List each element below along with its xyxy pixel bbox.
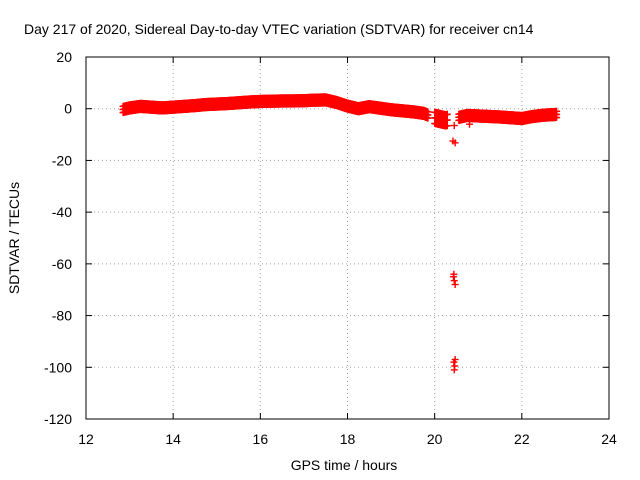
data-point — [451, 281, 459, 289]
y-tick-label: -120 — [44, 411, 72, 427]
x-axis-title: GPS time / hours — [291, 457, 398, 473]
y-axis-title: SDTVAR / TECUs — [6, 182, 22, 294]
data-points — [119, 93, 561, 374]
data-point — [450, 366, 458, 374]
chart-title: Day 217 of 2020, Sidereal Day-to-day VTE… — [24, 21, 534, 37]
data-point — [443, 122, 451, 130]
x-tick-label: 20 — [427, 431, 443, 447]
data-point — [450, 122, 458, 130]
y-tick-label: 0 — [64, 101, 72, 117]
x-tick-label: 24 — [601, 431, 617, 447]
axis-ticks: 12 14 16 18 20 22 24 20 0 -20 -40 -60 -80 -100 -120 — [44, 49, 617, 447]
y-tick-label: -80 — [52, 308, 72, 324]
x-tick-label: 12 — [78, 431, 94, 447]
x-tick-label: 16 — [253, 431, 269, 447]
y-tick-label: -100 — [44, 359, 72, 375]
data-point — [424, 114, 432, 122]
y-tick-label: -20 — [52, 152, 72, 168]
y-tick-label: -60 — [52, 256, 72, 272]
y-tick-label: 20 — [56, 49, 72, 65]
y-tick-label: -40 — [52, 204, 72, 220]
x-tick-label: 14 — [165, 431, 181, 447]
x-tick-label: 18 — [340, 431, 356, 447]
x-tick-label: 22 — [514, 431, 530, 447]
data-point — [450, 277, 458, 285]
